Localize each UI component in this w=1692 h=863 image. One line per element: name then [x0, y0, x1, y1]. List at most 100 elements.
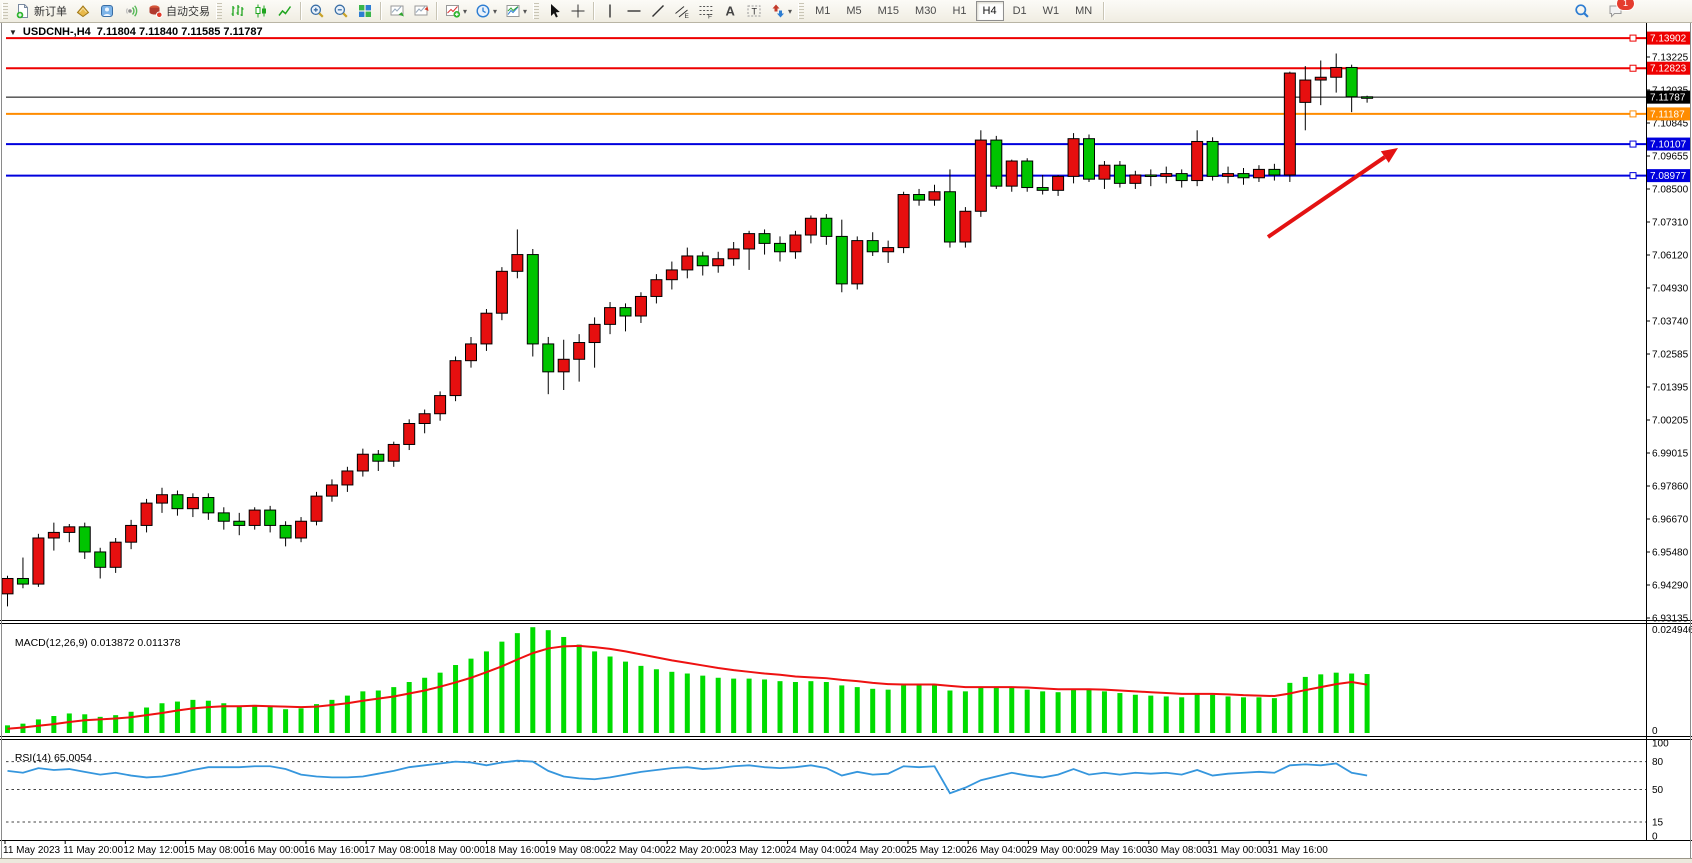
timeframe-mn-button[interactable]: MN — [1075, 5, 1093, 17]
price-tag — [1647, 90, 1691, 104]
candle — [156, 494, 168, 504]
time-label: 17 May 08:00 — [364, 845, 425, 856]
periods-button[interactable]: ▾ — [471, 0, 501, 22]
text-button[interactable]: A — [718, 0, 742, 22]
toolbar-drag-handle[interactable] — [798, 3, 805, 19]
line-end-marker[interactable] — [1629, 110, 1637, 118]
candle — [1052, 175, 1065, 191]
price-tag-label: 7.10107 — [1650, 140, 1687, 151]
search-button[interactable] — [1570, 0, 1594, 22]
trend-arrow-head[interactable] — [1380, 148, 1398, 163]
time-label: 24 May 20:00 — [846, 845, 907, 856]
candle — [1237, 173, 1250, 179]
candle — [804, 217, 817, 236]
chevron-down-icon[interactable]: ▾ — [493, 6, 498, 16]
trend-arrow-shaft[interactable] — [1266, 155, 1386, 239]
auto-scroll-icon — [390, 5, 404, 17]
macd-histogram-bar — [344, 695, 350, 733]
timeframe-m15-button[interactable]: M15 — [877, 5, 900, 17]
auto-scroll-button[interactable] — [385, 0, 409, 22]
trend-line-button[interactable] — [646, 0, 670, 22]
metaeditor-button[interactable] — [71, 0, 95, 22]
new-order-button[interactable]: 新订单 — [11, 0, 71, 22]
time-label: 31 May 00:00 — [1207, 845, 1268, 856]
crosshair-button[interactable] — [566, 0, 590, 22]
equidistant-channel-icon: E — [675, 6, 690, 19]
timeframe-m5-button[interactable]: M5 — [846, 5, 862, 17]
signals-button[interactable] — [119, 0, 143, 22]
timeframe-h4-button[interactable]: H4 — [975, 1, 1004, 21]
bar-chart-button[interactable] — [225, 0, 249, 22]
chat-button[interactable]: 1 — [1604, 0, 1635, 22]
fibonacci-button[interactable]: F — [694, 0, 718, 22]
text-label-icon: T — [747, 5, 761, 17]
macd-histogram-bar — [453, 665, 459, 733]
line-end-marker[interactable] — [1629, 140, 1637, 148]
line-end-marker[interactable] — [1629, 34, 1637, 42]
macd-signal-line — [7, 644, 1368, 730]
macd-histogram-bar — [298, 708, 304, 733]
macd-histogram-bar — [932, 685, 937, 733]
macd-histogram-bar — [483, 651, 489, 733]
timeframe-h1-button[interactable]: H1 — [952, 5, 967, 17]
toolbar-drag-handle[interactable] — [533, 3, 540, 19]
indicators-button[interactable]: ▾ — [441, 0, 471, 22]
candle — [78, 526, 91, 553]
toolbar-drag-handle[interactable] — [216, 3, 222, 19]
zoom-in-button[interactable] — [305, 0, 329, 22]
macd-label: MACD(12,26,9) 0.013872 0.011378 — [14, 637, 181, 649]
candle — [63, 526, 76, 533]
cursor-button[interactable] — [542, 0, 566, 22]
arrows-button[interactable]: ▾ — [766, 0, 796, 22]
toolbar-drag-handle[interactable] — [2, 3, 8, 19]
macd-histogram-bar — [375, 690, 381, 733]
macd-histogram-bar — [1179, 697, 1185, 733]
candle — [1283, 72, 1296, 176]
macd-histogram-bar — [1225, 696, 1231, 733]
candlestick-chart-button[interactable] — [249, 0, 273, 22]
candle — [990, 139, 1003, 187]
macd-histogram-bar — [530, 627, 536, 733]
line-chart-icon — [278, 6, 292, 16]
line-end-marker[interactable] — [1629, 172, 1637, 180]
toolbar-separator — [380, 2, 382, 20]
templates-button[interactable]: ▾ — [501, 0, 531, 22]
toolbar-separator — [1103, 2, 1106, 20]
symbol-dropdown-icon[interactable]: ▼ — [9, 27, 17, 37]
vertical-line-button[interactable] — [598, 0, 622, 22]
price-tag — [1647, 31, 1691, 45]
chevron-down-icon[interactable]: ▾ — [788, 6, 793, 16]
macd-histogram-bar — [5, 725, 10, 733]
line-end-marker[interactable] — [1629, 64, 1637, 72]
timeframe-m1-button[interactable]: M1 — [815, 5, 831, 17]
zoom-out-button[interactable] — [329, 0, 353, 22]
text-label-button[interactable]: T — [742, 0, 766, 22]
candle — [511, 254, 524, 272]
time-label: 18 May 00:00 — [424, 845, 485, 856]
timeframe-d1-button[interactable]: D1 — [1012, 5, 1027, 17]
time-label: 29 May 16:00 — [1087, 845, 1148, 856]
price-tag-label: 7.11187 — [1650, 109, 1685, 120]
candle — [774, 242, 786, 253]
community-button[interactable] — [95, 0, 119, 22]
timeframe-m30-button[interactable]: M30 — [915, 5, 937, 17]
timeframe-w1-button[interactable]: W1 — [1042, 5, 1060, 17]
candle — [974, 139, 987, 212]
candle — [588, 323, 601, 344]
rsi-level-label: 50 — [1652, 785, 1664, 796]
svg-text:E: E — [685, 13, 690, 19]
macd-histogram-bar — [468, 658, 474, 733]
candle — [1083, 138, 1095, 180]
chevron-down-icon[interactable]: ▾ — [523, 6, 528, 16]
macd-histogram-bar — [1349, 673, 1355, 733]
chevron-down-icon[interactable]: ▾ — [463, 6, 468, 16]
autotrading-button[interactable]: 自动交易 — [143, 0, 214, 22]
line-chart-button[interactable] — [273, 0, 297, 22]
macd-histogram-bar — [190, 699, 196, 733]
horizontal-line-button[interactable] — [622, 0, 646, 22]
equidistant-channel-button[interactable]: E — [670, 0, 694, 22]
chart-shift-button[interactable] — [409, 0, 433, 22]
tile-windows-button[interactable] — [353, 0, 377, 22]
macd-histogram-bar — [1333, 672, 1339, 733]
